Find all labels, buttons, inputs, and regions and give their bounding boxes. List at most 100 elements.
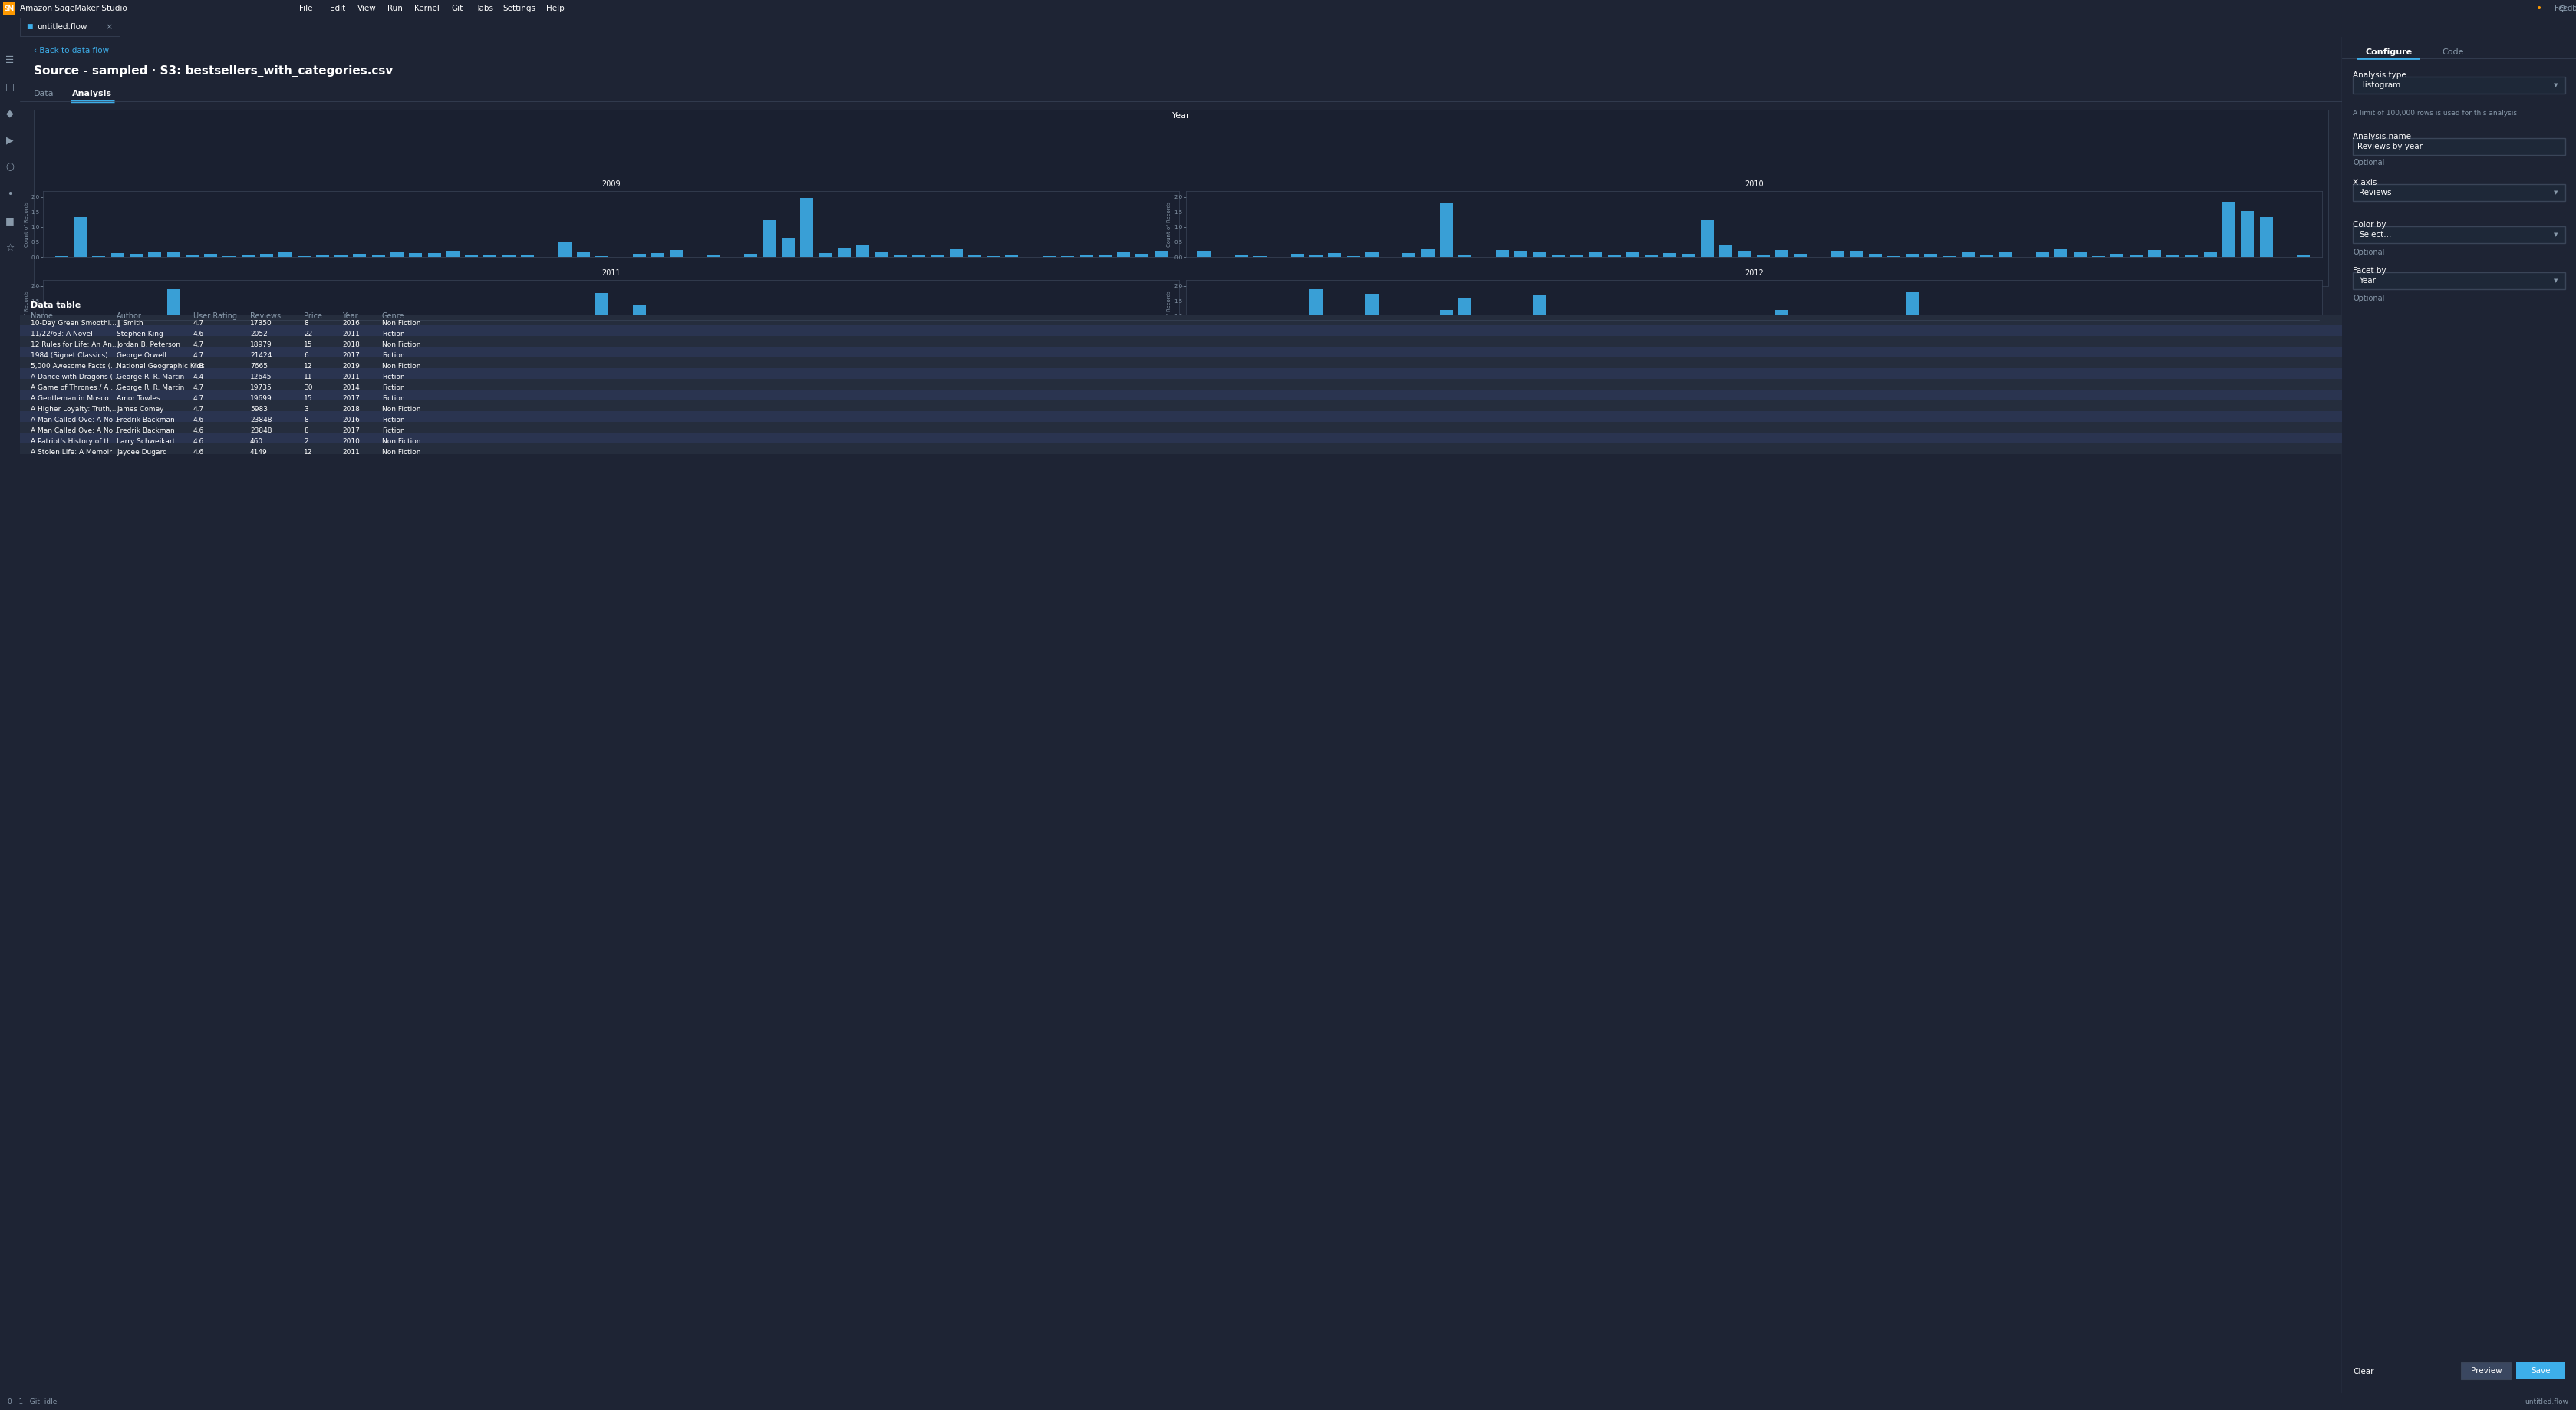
Text: •: • [8, 189, 13, 199]
Bar [2056, 248, 2069, 257]
Bar [392, 252, 404, 257]
Text: ■: ■ [26, 24, 33, 30]
Text: 15: 15 [304, 395, 312, 402]
Text: Configure: Configure [2365, 48, 2411, 56]
Text: Reviews by year: Reviews by year [2357, 142, 2421, 151]
Text: 6: 6 [304, 352, 309, 360]
Bar [129, 254, 142, 257]
Bar [21, 389, 2342, 400]
Text: Facet by: Facet by [2352, 266, 2385, 275]
Bar [520, 341, 533, 345]
Text: Fiction: Fiction [381, 416, 404, 423]
Bar [1906, 254, 1919, 257]
Text: Optional: Optional [2352, 159, 2385, 166]
Y-axis label: Count of Records: Count of Records [1167, 290, 1172, 336]
Bar [2074, 341, 2087, 345]
Text: A Stolen Life: A Memoir: A Stolen Life: A Memoir [31, 448, 111, 455]
Bar [1700, 343, 1713, 345]
Bar [1700, 220, 1713, 257]
Text: George R. R. Martin: George R. R. Martin [116, 385, 185, 391]
Bar [969, 341, 981, 345]
FancyBboxPatch shape [2352, 76, 2566, 93]
Bar [222, 334, 237, 345]
Bar [2148, 344, 2161, 345]
Y-axis label: Count of Records: Count of Records [23, 290, 28, 336]
Bar [21, 443, 2342, 454]
Bar [1097, 341, 1110, 345]
Bar [1154, 333, 1167, 345]
Bar [54, 343, 67, 345]
Bar [652, 252, 665, 257]
Text: Jordan B. Peterson: Jordan B. Peterson [116, 341, 180, 348]
FancyBboxPatch shape [2352, 272, 2566, 289]
Text: 19699: 19699 [250, 395, 273, 402]
Text: A limit of 100,000 rows is used for this analysis.: A limit of 100,000 rows is used for this… [2352, 110, 2519, 117]
Text: 4.6: 4.6 [193, 416, 204, 423]
Bar [1814, 344, 1826, 345]
Text: 18979: 18979 [250, 341, 273, 348]
Bar [1234, 255, 1247, 257]
Bar [1079, 344, 1092, 345]
Bar [21, 347, 2342, 358]
Text: 30: 30 [304, 385, 312, 391]
Text: A Man Called Ove: A No...: A Man Called Ove: A No... [31, 427, 118, 434]
Bar [670, 250, 683, 257]
Bar [484, 341, 497, 345]
Bar [410, 252, 422, 257]
Text: 12 Rules for Life: An An...: 12 Rules for Life: An An... [31, 341, 118, 348]
Text: 0   1   Git: idle: 0 1 Git: idle [8, 1399, 57, 1404]
Text: 3: 3 [304, 406, 309, 413]
Bar [296, 344, 309, 345]
Bar [446, 320, 459, 345]
Bar [1347, 340, 1360, 345]
Bar [1422, 343, 1435, 345]
Text: Larry Schweikart: Larry Schweikart [116, 439, 175, 446]
Bar [1365, 252, 1378, 257]
Bar [1005, 255, 1018, 257]
Bar [1216, 344, 1229, 345]
Bar [2166, 338, 2179, 345]
Bar [2259, 217, 2272, 257]
Bar [1832, 344, 1844, 345]
Bar [2148, 250, 2161, 257]
Bar [801, 344, 814, 345]
Text: 12: 12 [304, 448, 312, 455]
Bar [2223, 340, 2236, 345]
Bar [167, 289, 180, 345]
Text: 4.7: 4.7 [193, 352, 204, 360]
Text: User Rating: User Rating [193, 312, 237, 320]
Text: 4.6: 4.6 [193, 448, 204, 455]
Text: File: File [299, 4, 312, 13]
Text: SM: SM [5, 6, 15, 11]
Bar [1291, 338, 1303, 345]
Bar [149, 344, 162, 345]
Bar [21, 326, 2342, 336]
Text: 2011: 2011 [343, 374, 361, 381]
Text: Source - sampled · S3: bestsellers_with_categories.csv: Source - sampled · S3: bestsellers_with_… [33, 65, 394, 78]
Text: Histogram: Histogram [2360, 82, 2401, 89]
Bar [2166, 255, 2179, 257]
Text: 4.4: 4.4 [193, 374, 204, 381]
Text: Fiction: Fiction [381, 385, 404, 391]
Text: Fiction: Fiction [381, 374, 404, 381]
Bar [21, 358, 2342, 368]
Bar [149, 252, 162, 257]
Bar [894, 255, 907, 257]
Text: ×: × [106, 23, 113, 31]
Bar [1533, 251, 1546, 257]
Bar [21, 379, 2342, 389]
Bar [1198, 251, 1211, 257]
Text: JJ Smith: JJ Smith [116, 320, 144, 327]
Bar [2110, 254, 2123, 257]
Text: 4.6: 4.6 [193, 427, 204, 434]
Bar [1365, 293, 1378, 345]
Bar [876, 343, 889, 345]
Bar [1625, 252, 1638, 257]
Bar [129, 341, 142, 345]
Bar [204, 254, 216, 257]
Bar [1868, 344, 1880, 345]
Bar [837, 248, 850, 257]
Text: ◆: ◆ [5, 109, 13, 118]
Bar [260, 333, 273, 345]
Bar [2110, 341, 2123, 345]
